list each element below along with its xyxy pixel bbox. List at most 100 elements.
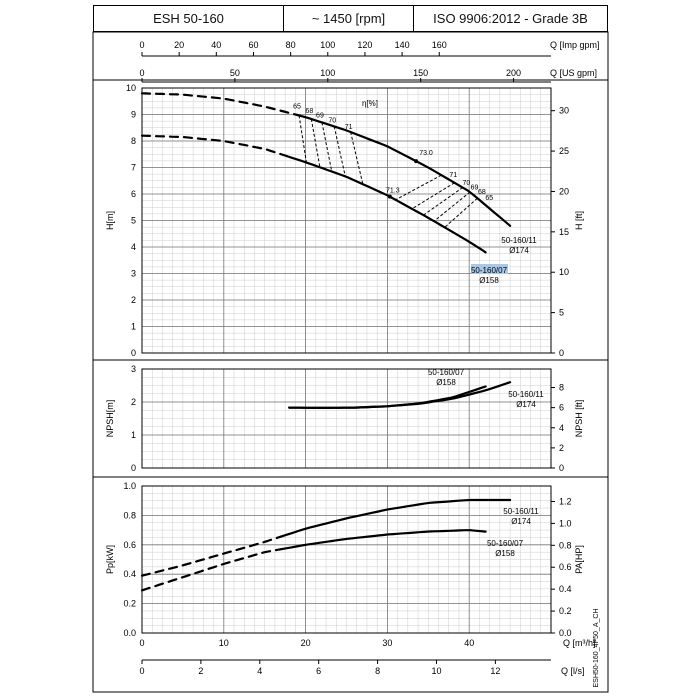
y-axis-label: H[m]	[105, 211, 115, 230]
imp-gpm-tick-label: 0	[139, 40, 144, 50]
y-tick-label: 0.0	[123, 628, 136, 638]
y2-tick-label: 5	[559, 308, 564, 318]
m3h-tick-label: 30	[382, 638, 392, 648]
iso-efficiency-line-right	[444, 197, 478, 228]
curve-solid-50-160/11	[288, 381, 512, 409]
y-tick-label: 7	[131, 163, 136, 173]
iso-efficiency-label-right: 70	[462, 180, 470, 187]
y-tick-label: 0.2	[123, 599, 136, 609]
y2-tick-label: 0.6	[559, 562, 572, 572]
y-tick-label: 8	[131, 136, 136, 146]
curve-label-name: 50-160/07	[428, 368, 465, 377]
y2-tick-label: 1.0	[559, 518, 572, 528]
ls-tick-label: 12	[490, 666, 500, 676]
iso-efficiency-line-left	[350, 131, 364, 185]
y-tick-label: 4	[131, 242, 136, 252]
iso-efficiency-label-right: 71	[449, 172, 457, 179]
iso-efficiency-line-left	[310, 118, 321, 168]
y-tick-label: 0	[131, 348, 136, 358]
us-gpm-tick-label: 150	[413, 68, 428, 78]
us-gpm-tick-label: 100	[320, 68, 335, 78]
y2-tick-label: 0.8	[559, 540, 572, 550]
y-axis-label: NPSH[m]	[105, 400, 115, 438]
us-gpm-tick-label: 200	[506, 68, 521, 78]
y-tick-label: 0	[131, 463, 136, 473]
y-tick-label: 2	[131, 397, 136, 407]
iso-efficiency-label-left: 69	[316, 112, 324, 119]
imp-gpm-tick-label: 20	[174, 40, 184, 50]
iso-efficiency-line-left	[321, 122, 333, 172]
curve-label-dia: Ø158	[495, 549, 515, 558]
iso-efficiency-line-right	[411, 182, 455, 210]
curve-label-name: 50-160/11	[501, 236, 537, 245]
ls-tick-label: 2	[198, 666, 203, 676]
ls-tick-label: 8	[375, 666, 380, 676]
curve-label-dia: Ø174	[509, 246, 529, 255]
y-tick-label: 0.6	[123, 540, 136, 550]
iso-efficiency-label-right: 65	[485, 195, 493, 202]
us-gpm-tick-label: 50	[230, 68, 240, 78]
panel-border	[141, 368, 552, 469]
iso-efficiency-label-right: 69	[471, 185, 479, 192]
curve-label-name: 50-160/07	[471, 266, 508, 275]
imp-gpm-axis-label: Q [Imp gpm]	[550, 40, 600, 50]
curve-label-dia: Ø158	[479, 276, 499, 285]
bep-point	[387, 194, 392, 199]
curve-solid-50-160/07	[288, 155, 487, 254]
y-tick-label: 2	[131, 295, 136, 305]
y2-tick-label: 0.4	[559, 584, 572, 594]
curve-solid-50-160/07	[280, 529, 487, 551]
imp-gpm-tick-label: 80	[286, 40, 296, 50]
y2-tick-label: 10	[559, 267, 569, 277]
curve-dashed-50-160/07	[140, 548, 283, 592]
ls-tick-label: 10	[431, 666, 441, 676]
y2-axis-label: NPSH [ft]	[574, 400, 584, 438]
header-speed-text: ~ 1450 [rpm]	[311, 11, 386, 26]
y2-tick-label: 15	[559, 227, 569, 237]
y-axis-label: Pp[kW]	[105, 545, 115, 574]
outer-frame	[92, 31, 609, 693]
y-tick-label: 0.8	[123, 510, 136, 520]
iso-efficiency-line-right	[395, 174, 442, 201]
iso-efficiency-label-left: 68	[305, 108, 313, 115]
iso-efficiency-line-left	[298, 115, 307, 163]
header-standard-text: ISO 9906:2012 - Grade 3B	[433, 11, 588, 26]
side-code: ESH50-160_4P50_A_CH	[593, 609, 600, 688]
y2-tick-label: 20	[559, 186, 569, 196]
y-tick-label: 3	[131, 269, 136, 279]
y2-tick-label: 0.0	[559, 628, 572, 638]
curve-label-dia: Ø174	[516, 400, 536, 409]
panel-border	[141, 87, 552, 354]
curve-label-dia: Ø158	[436, 378, 456, 387]
curve-solid-50-160/11	[280, 498, 512, 538]
imp-gpm-tick-label: 100	[320, 40, 335, 50]
ls-axis-label: Q [l/s]	[561, 666, 585, 676]
imp-gpm-tick-label: 160	[432, 40, 447, 50]
curve-label-name: 50-160/11	[503, 507, 539, 516]
curve-label-highlight	[471, 264, 508, 274]
curve-solid-50-160/11	[296, 113, 512, 227]
iso-efficiency-label-left: 71	[345, 124, 353, 131]
imp-gpm-tick-label: 120	[357, 40, 372, 50]
iso-efficiency-line-right	[423, 187, 463, 216]
ls-tick-label: 6	[316, 666, 321, 676]
y-tick-label: 0.4	[123, 569, 136, 579]
y-tick-label: 6	[131, 189, 136, 199]
y-tick-label: 5	[131, 216, 136, 226]
y2-tick-label: 6	[559, 403, 564, 413]
iso-efficiency-line-right	[433, 191, 471, 222]
m3h-tick-label: 0	[139, 638, 144, 648]
y-tick-label: 3	[131, 364, 136, 374]
ls-tick-label: 4	[257, 666, 262, 676]
curve-label-name: 50-160/11	[508, 390, 544, 399]
y2-axis-label: H [ft]	[574, 211, 584, 230]
y-tick-label: 9	[131, 110, 136, 120]
eta-label: η[%]	[362, 99, 378, 108]
y2-tick-label: 30	[559, 106, 569, 116]
m3h-tick-label: 10	[219, 638, 229, 648]
y2-tick-label: 2	[559, 443, 564, 453]
imp-gpm-tick-label: 40	[211, 40, 221, 50]
header-model-text: ESH 50-160	[153, 11, 224, 26]
y2-tick-label: 0	[559, 463, 564, 473]
us-gpm-axis-label: Q [US gpm]	[550, 68, 597, 78]
